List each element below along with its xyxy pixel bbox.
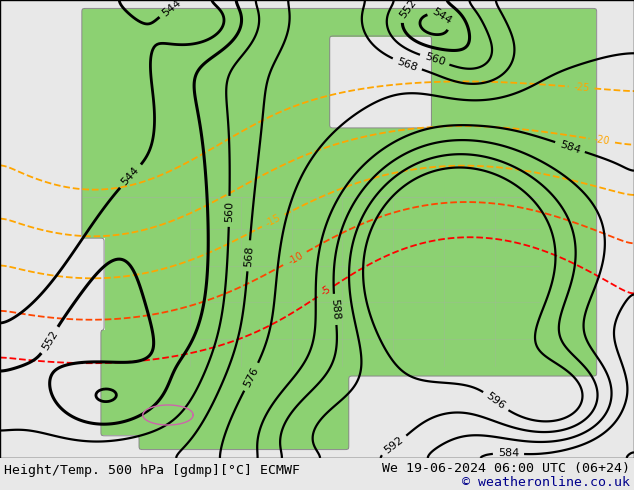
Text: 544: 544	[430, 7, 453, 26]
Text: 584: 584	[559, 139, 581, 155]
Text: -10: -10	[286, 250, 305, 266]
Text: 584: 584	[498, 448, 519, 459]
Text: We 19-06-2024 06:00 UTC (06+24): We 19-06-2024 06:00 UTC (06+24)	[382, 462, 630, 474]
Text: 568: 568	[396, 56, 419, 73]
Text: 592: 592	[382, 435, 406, 456]
Text: 544: 544	[160, 0, 183, 18]
Text: 576: 576	[242, 365, 261, 389]
Text: 560: 560	[224, 201, 235, 222]
Text: -5: -5	[319, 284, 333, 298]
Text: -20: -20	[593, 134, 611, 147]
Text: -15: -15	[264, 213, 283, 229]
Text: 596: 596	[484, 391, 507, 412]
Text: -25: -25	[573, 82, 590, 93]
Text: 552: 552	[40, 328, 60, 352]
Text: 560: 560	[423, 51, 446, 68]
Text: 552: 552	[398, 0, 418, 21]
Text: 544: 544	[120, 165, 141, 187]
Text: © weatheronline.co.uk: © weatheronline.co.uk	[462, 475, 630, 489]
Text: 588: 588	[329, 298, 341, 320]
Text: 568: 568	[243, 245, 254, 267]
Text: Height/Temp. 500 hPa [gdmp][°C] ECMWF: Height/Temp. 500 hPa [gdmp][°C] ECMWF	[4, 464, 300, 476]
